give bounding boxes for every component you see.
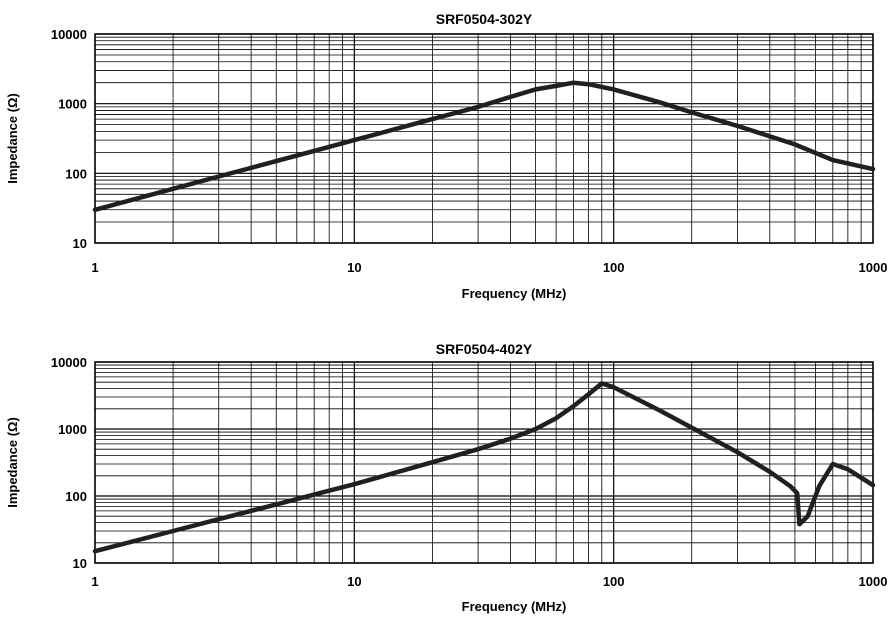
impedance-curve (92, 80, 876, 213)
y-tick-label: 10 (73, 236, 87, 251)
x-axis-label: Frequency (MHz) (462, 599, 567, 614)
y-tick-label: 10000 (51, 27, 87, 42)
y-tick-label: 10000 (51, 355, 87, 370)
chart-title: SRF0504-402Y (436, 341, 533, 357)
x-axis-label: Frequency (MHz) (462, 286, 567, 301)
impedance-curve (92, 381, 876, 554)
x-tick-label: 100 (603, 574, 625, 589)
x-tick-label: 1000 (859, 574, 888, 589)
x-tick-label: 10 (347, 574, 361, 589)
y-tick-label: 100 (65, 166, 87, 181)
y-tick-label: 10 (73, 556, 87, 571)
x-tick-label: 1 (91, 260, 98, 275)
x-tick-label: 10 (347, 260, 361, 275)
y-tick-label: 100 (65, 489, 87, 504)
x-tick-label: 1 (91, 574, 98, 589)
y-tick-label: 1000 (58, 422, 87, 437)
chart-1: SRF0504-302Y 1 10 100 1000 10 100 1000 10000 Freq… (5, 11, 887, 301)
plot-frame (94, 361, 874, 564)
chart-title: SRF0504-302Y (436, 11, 533, 27)
x-tick-label: 100 (603, 260, 625, 275)
x-tick-label: 1000 (859, 260, 888, 275)
y-axis-label: Impedance (Ω) (5, 93, 20, 184)
plot-frame (94, 33, 874, 244)
chart-2: SRF0504-402Y 1 10 100 1000 10 100 1000 10000 Freq… (5, 341, 887, 614)
y-tick-label: 1000 (58, 97, 87, 112)
y-axis-label: Impedance (Ω) (5, 417, 20, 508)
